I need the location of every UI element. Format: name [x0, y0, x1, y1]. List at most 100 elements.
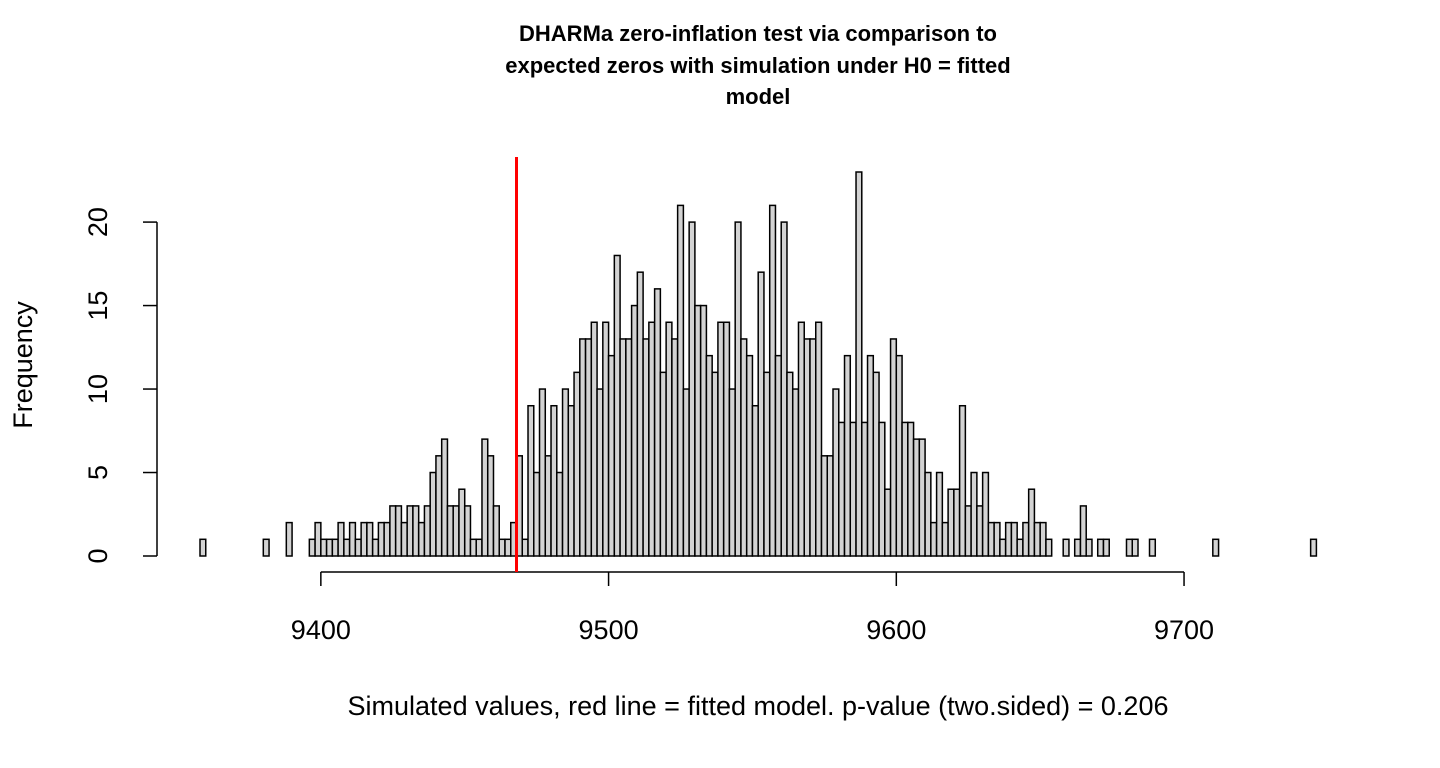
bar: [1096, 538, 1105, 557]
bar: [1062, 538, 1070, 557]
bar: [653, 288, 662, 557]
bar: [843, 354, 852, 557]
bar: [377, 521, 385, 557]
bar: [469, 538, 477, 557]
x-tick-label: 9500: [579, 615, 639, 645]
bar: [665, 321, 673, 557]
bar: [676, 204, 685, 557]
bar: [728, 388, 736, 557]
bar: [343, 538, 351, 557]
bar: [671, 338, 679, 557]
bar: [694, 304, 702, 557]
bar: [1016, 538, 1024, 557]
bar: [446, 505, 454, 557]
bar: [1033, 521, 1041, 557]
bar: [740, 338, 748, 557]
bar: [705, 354, 713, 557]
bar: [406, 505, 414, 557]
bar: [901, 421, 909, 557]
chart-title: expected zeros with simulation under H0 …: [505, 53, 1010, 78]
bar: [970, 471, 978, 557]
bar: [389, 505, 397, 557]
bar: [659, 371, 667, 557]
bar: [826, 455, 834, 557]
bar: [463, 505, 472, 557]
bar: [262, 538, 270, 557]
bar: [348, 521, 357, 557]
bar: [688, 221, 696, 557]
y-tick-label: 20: [83, 207, 113, 237]
bar: [533, 471, 541, 557]
bar: [412, 505, 420, 557]
bar: [538, 388, 547, 557]
bar: [1131, 538, 1139, 557]
bar: [642, 338, 650, 557]
bar: [199, 538, 207, 557]
bar: [354, 538, 362, 557]
bar: [763, 371, 771, 557]
bar: [964, 505, 972, 557]
bar: [1085, 538, 1093, 557]
bar: [613, 254, 621, 557]
bar: [417, 521, 426, 557]
bar: [757, 271, 765, 557]
bar: [1309, 538, 1318, 557]
bar: [1125, 538, 1134, 557]
bar: [429, 471, 437, 557]
bar: [774, 354, 782, 557]
bar: [682, 388, 690, 557]
bar: [458, 488, 466, 557]
bar: [734, 221, 742, 557]
bar: [371, 538, 380, 557]
bar: [325, 538, 334, 557]
bar: [849, 421, 857, 557]
bar: [579, 338, 587, 557]
bar: [930, 521, 938, 557]
bar: [1045, 538, 1053, 557]
bar: [625, 338, 633, 557]
bar: [814, 321, 823, 557]
bar: [976, 505, 984, 557]
bar: [918, 438, 926, 557]
bar: [504, 538, 512, 557]
bar: [1212, 538, 1220, 557]
bar: [590, 321, 598, 557]
bar: [400, 521, 408, 557]
bar: [596, 388, 604, 557]
bar: [866, 354, 875, 557]
bar: [838, 421, 846, 557]
bar: [895, 354, 903, 557]
bar: [935, 471, 944, 557]
bar: [878, 421, 886, 557]
bar: [768, 204, 777, 557]
bar: [452, 505, 460, 557]
bar: [492, 505, 500, 557]
bar: [745, 354, 754, 557]
bar: [987, 521, 995, 557]
x-axis-label: Simulated values, red line = fitted mode…: [348, 691, 1169, 721]
bar: [751, 404, 759, 557]
bar: [907, 421, 915, 557]
bar: [722, 321, 731, 557]
y-axis-label: Frequency: [8, 301, 38, 429]
chart-title: model: [726, 84, 791, 109]
bar: [803, 338, 811, 557]
bar: [360, 521, 368, 557]
bar: [809, 338, 817, 557]
bar: [797, 321, 805, 557]
bar: [1010, 521, 1018, 557]
bar: [435, 455, 443, 557]
x-tick-label: 9700: [1154, 615, 1214, 645]
chart-title: DHARMa zero-inflation test via compariso…: [519, 21, 997, 46]
bar: [527, 404, 535, 557]
bar: [1004, 521, 1013, 557]
bar: [1073, 538, 1082, 557]
bar: [567, 404, 575, 557]
bar: [481, 438, 489, 557]
bar: [337, 521, 345, 557]
bar: [331, 538, 339, 557]
bar: [475, 538, 483, 557]
bar: [636, 271, 644, 557]
bar: [786, 371, 794, 557]
